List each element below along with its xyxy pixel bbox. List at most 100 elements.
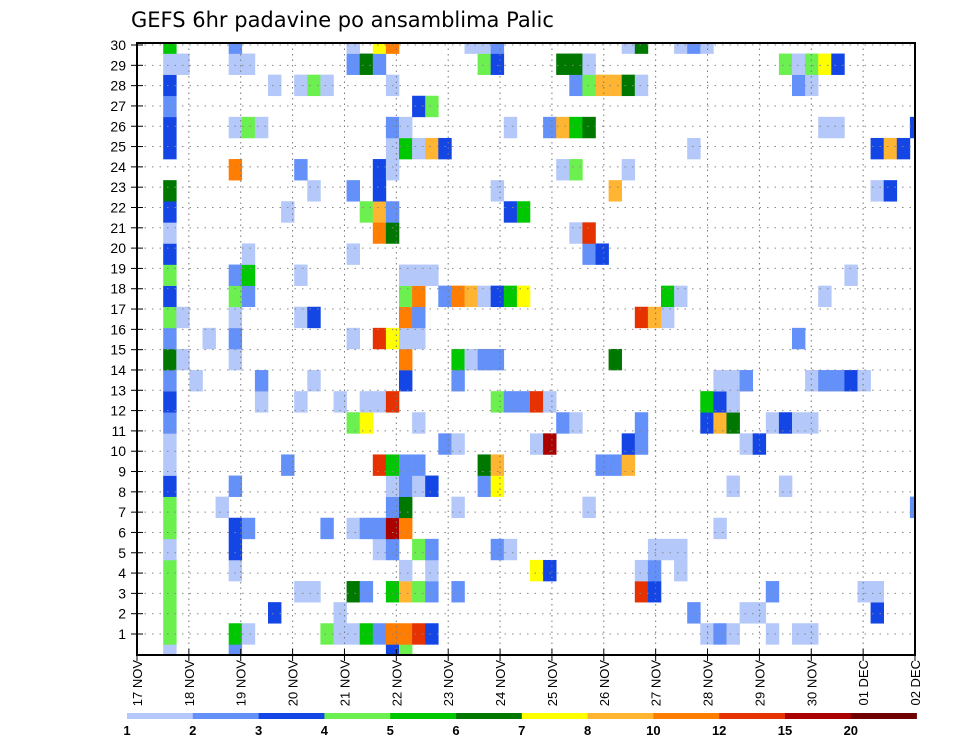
heatmap-cell <box>385 43 400 54</box>
heatmap-cell <box>477 53 491 75</box>
heatmap-cell <box>385 116 400 139</box>
legend-label: 7 <box>518 723 525 738</box>
y-tick-label: 29 <box>110 57 126 73</box>
heatmap-cell <box>228 264 243 286</box>
heatmap-cell <box>163 264 177 286</box>
legend-swatch <box>258 713 325 719</box>
heatmap-cell <box>543 391 557 413</box>
heatmap-cell <box>176 348 190 371</box>
heatmap-cell <box>399 454 413 476</box>
heatmap-cell <box>621 74 636 97</box>
x-tick-label: 20 NOV <box>286 660 301 707</box>
heatmap-cell <box>163 433 177 455</box>
heatmap-cell <box>241 264 256 286</box>
heatmap-cell <box>778 475 793 497</box>
legend-label: 5 <box>387 723 394 738</box>
heatmap-cell <box>320 517 334 540</box>
heatmap-cell <box>359 517 374 540</box>
heatmap-cell <box>844 264 858 286</box>
heatmap-cell <box>399 306 413 329</box>
legend-label: 1 <box>123 723 130 738</box>
heatmap-cell <box>778 412 793 434</box>
heatmap-cell <box>412 412 426 434</box>
heatmap-cell <box>634 433 649 455</box>
heatmap-cell <box>307 581 321 603</box>
heatmap-cell <box>412 623 426 645</box>
x-tick-label: 30 NOV <box>804 660 819 707</box>
heatmap-cell <box>569 53 583 75</box>
heatmap-cell <box>241 517 256 540</box>
heatmap-cell <box>792 53 806 75</box>
heatmap-cell <box>163 412 177 434</box>
heatmap-cell <box>530 559 544 582</box>
heatmap-cell <box>372 201 387 223</box>
heatmap-cell <box>163 475 177 497</box>
heatmap-cell <box>320 74 334 97</box>
heatmap-cell <box>752 602 767 624</box>
heatmap-cell <box>503 116 518 139</box>
heatmap-cell <box>870 137 884 160</box>
heatmap-cell <box>346 243 360 265</box>
y-tick-label: 17 <box>110 301 126 317</box>
heatmap-cell <box>163 201 177 223</box>
heatmap-cell <box>464 43 478 54</box>
heatmap-cell <box>530 433 544 455</box>
heatmap-cell <box>241 53 256 75</box>
x-tick-label: 26 NOV <box>597 660 612 707</box>
heatmap-cell <box>359 581 374 603</box>
heatmap-cell <box>503 201 518 223</box>
y-tick-label: 1 <box>118 626 126 642</box>
y-tick-label: 30 <box>110 37 126 53</box>
heatmap-cell <box>241 285 256 308</box>
x-tick-label: 27 NOV <box>649 660 664 707</box>
heatmap-cell <box>163 74 177 97</box>
heatmap-cell <box>399 623 413 645</box>
heatmap-cell <box>163 623 177 645</box>
y-axis: 1234567891011121314151617181920212223242… <box>110 37 143 642</box>
heatmap-cell <box>163 180 177 202</box>
heatmap-cell <box>464 285 478 308</box>
heatmap-cell <box>569 116 583 139</box>
y-tick-label: 16 <box>110 321 126 337</box>
heatmap-cell <box>608 348 622 371</box>
heatmap-cell <box>163 285 177 308</box>
heatmap-cell <box>399 348 413 371</box>
heatmap-cell <box>582 496 596 519</box>
heatmap-cell <box>372 43 387 54</box>
heatmap-cell <box>372 180 387 202</box>
heatmap-cell <box>399 264 413 286</box>
heatmap-cell <box>634 43 649 54</box>
heatmap-cell <box>346 43 360 54</box>
heatmap-cell <box>425 623 439 645</box>
heatmap-cell <box>307 370 321 392</box>
heatmap-cell <box>844 370 858 392</box>
heatmap-cell <box>477 285 491 308</box>
heatmap-cell <box>792 412 806 434</box>
x-tick-label: 22 NOV <box>389 660 404 707</box>
heatmap-cell <box>359 412 374 434</box>
heatmap-cell <box>281 201 295 223</box>
heatmap-cell <box>163 602 177 624</box>
heatmap-cell <box>621 454 636 476</box>
heatmap-cell <box>228 327 243 350</box>
heatmap-cell <box>385 644 400 655</box>
heatmap-cell <box>569 222 583 244</box>
heatmap-cell <box>163 137 177 160</box>
legend-label: 20 <box>844 723 858 738</box>
heatmap-cell <box>176 306 190 329</box>
heatmap-cell <box>307 306 321 329</box>
y-tick-label: 18 <box>110 281 126 297</box>
heatmap-cell <box>765 623 780 645</box>
y-tick-label: 13 <box>110 382 126 398</box>
heatmap-cell <box>228 517 243 540</box>
y-tick-label: 9 <box>118 464 126 480</box>
heatmap-cell <box>634 559 649 582</box>
heatmap-cell <box>399 644 413 655</box>
heatmap-cell <box>399 285 413 308</box>
heatmap-cell <box>909 116 915 139</box>
y-tick-label: 12 <box>110 403 126 419</box>
y-tick-label: 14 <box>110 362 126 378</box>
y-tick-label: 4 <box>118 565 126 581</box>
heatmap-cell <box>425 137 439 160</box>
y-tick-label: 7 <box>118 504 126 520</box>
